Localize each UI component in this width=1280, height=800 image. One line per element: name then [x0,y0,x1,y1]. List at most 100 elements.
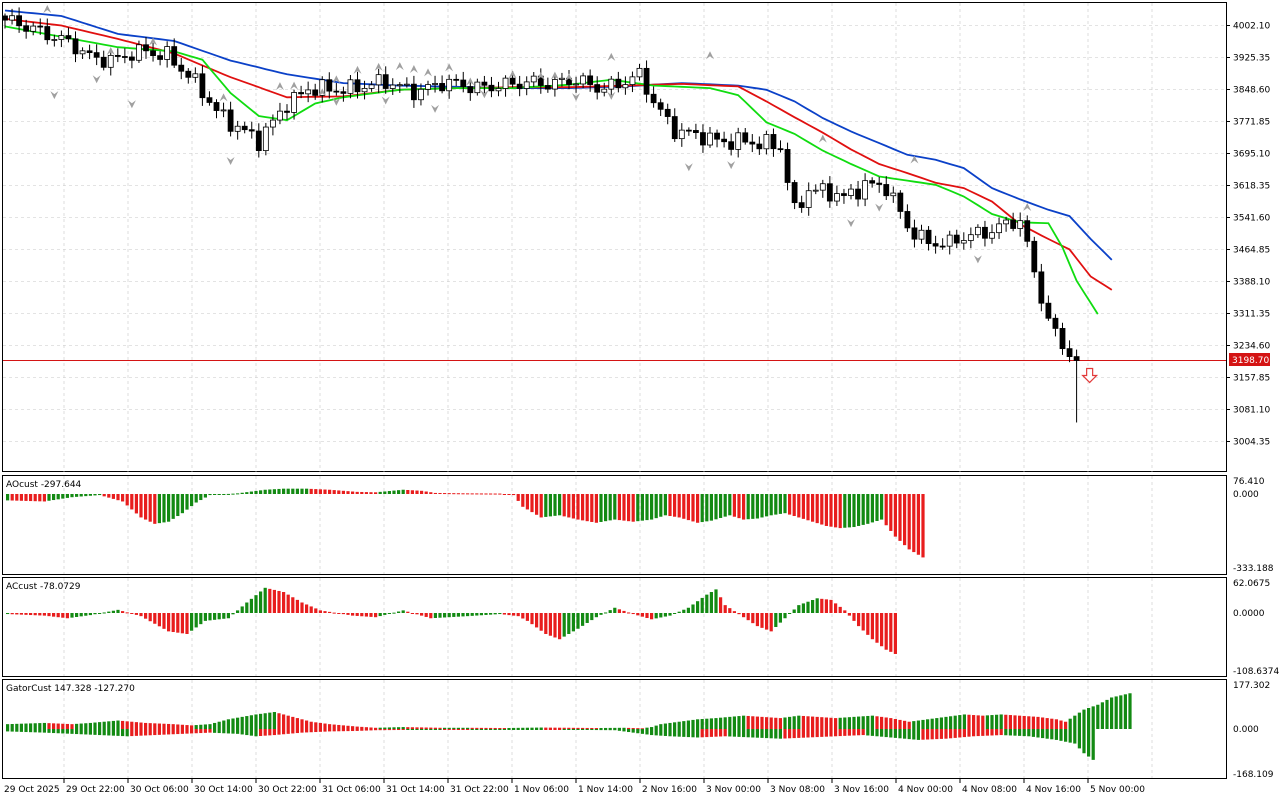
gator-upper-bar [507,727,511,729]
price-axis-label: 3925.35 [1233,54,1270,64]
ao-histogram-bar [318,489,322,494]
gator-upper-bar [263,713,267,729]
gator-lower-bar [995,729,999,736]
candle-body [897,192,904,212]
gator-upper-bar [502,728,506,730]
ac-histogram-bar [116,609,120,613]
gator-lower-bar [760,729,764,738]
candle-body [1017,220,1024,229]
gator-upper-bar [236,717,240,729]
ao-histogram-bar [180,494,184,514]
candle-body [841,193,847,196]
ac-pane[interactable] [2,577,1227,677]
gator-lower-bar [935,729,939,740]
gator-upper-bar [714,718,718,729]
ao-histogram-bar [282,488,286,494]
gator-lower-bar [576,729,580,730]
candle-body [418,88,424,101]
candle-body [777,148,784,151]
ao-histogram-bar [277,488,281,494]
gator-upper-bar [438,727,442,729]
gator-upper-bar [663,723,667,729]
candle-body [960,240,967,244]
gator-upper-bar [461,727,465,729]
ao-histogram-bar [640,494,644,521]
gator-lower-bar [696,729,700,738]
gator-lower-bar [857,729,861,736]
ao-histogram-bar [829,494,833,527]
gator-lower-bar [84,729,88,735]
gator-lower-bar [912,729,916,740]
candle-body [770,134,777,150]
ao-histogram-bar [466,493,470,495]
ac-histogram-bar [650,613,654,620]
gator-upper-bar [56,723,60,729]
ao-histogram-bar [723,494,727,517]
gator-pane[interactable] [2,679,1227,779]
gator-upper-bar [668,722,672,729]
ao-histogram-bar [351,491,355,494]
gator-lower-bar [493,729,497,730]
gator-upper-bar [898,719,902,729]
gator-upper-bar [700,718,704,729]
gator-upper-bar [907,721,911,729]
gator-upper-bar [383,727,387,729]
alligator-teeth-line [4,18,1113,291]
main-pane[interactable] [2,2,1227,472]
ac-histogram-bar [824,599,828,613]
ac-histogram-bar [774,613,778,627]
gator-lower-bar [875,729,879,737]
ac-histogram-bar [686,607,690,613]
ac-histogram-bar [337,613,341,614]
gator-upper-bar [930,718,934,729]
candle-body [523,81,530,89]
gator-lower-bar [33,729,37,733]
ao-histogram-bar [387,491,391,494]
candle-body [615,78,622,89]
ao-pane[interactable] [2,475,1227,575]
ao-histogram-bar [696,494,700,523]
ao-histogram-bar [686,494,690,521]
gator-lower-bar [617,729,621,731]
ao-histogram-bar [300,488,304,494]
ac-histogram-bar [834,603,838,613]
gator-upper-bar [1110,697,1114,729]
ac-histogram-bar [305,604,309,613]
gator-upper-bar [240,716,244,729]
candle-body [1059,328,1066,350]
gator-upper-bar [815,716,819,729]
gator-upper-bar [944,716,948,729]
ac-histogram-bar [84,613,88,616]
gator-lower-bar [604,729,608,731]
ac-histogram-bar [157,613,161,627]
ac-histogram-bar [268,588,272,613]
ac-histogram-bar [153,613,157,624]
ac-histogram-bar [180,613,184,634]
ac-histogram-bar [314,608,318,613]
ac-histogram-bar [719,597,723,613]
ao-histogram-bar [249,491,253,494]
gator-upper-bar [125,721,129,729]
gator-upper-bar [42,722,46,729]
gator-upper-bar [332,724,336,729]
gator-lower-bar [351,729,355,732]
ao-histogram-bar [337,490,341,494]
candle-body [911,227,918,240]
ac-histogram-bar [355,613,359,616]
ao-histogram-bar [788,494,792,515]
ac-histogram-bar [728,608,732,613]
ac-histogram-bar [811,600,815,613]
candle-body [234,125,241,132]
ac-histogram-bar [249,598,253,613]
gator-lower-bar [585,729,589,730]
gator-lower-bar [383,729,387,731]
gator-lower-bar [6,729,10,732]
ao-histogram-bar [263,489,267,494]
gator-upper-bar [185,725,189,729]
ao-histogram-bar [516,494,520,501]
ac-histogram-bar [594,613,598,618]
ao-histogram-bar [75,494,79,497]
fractal-down-marker [973,255,982,264]
gator-lower-bar [415,729,419,730]
candle-body [967,234,974,241]
